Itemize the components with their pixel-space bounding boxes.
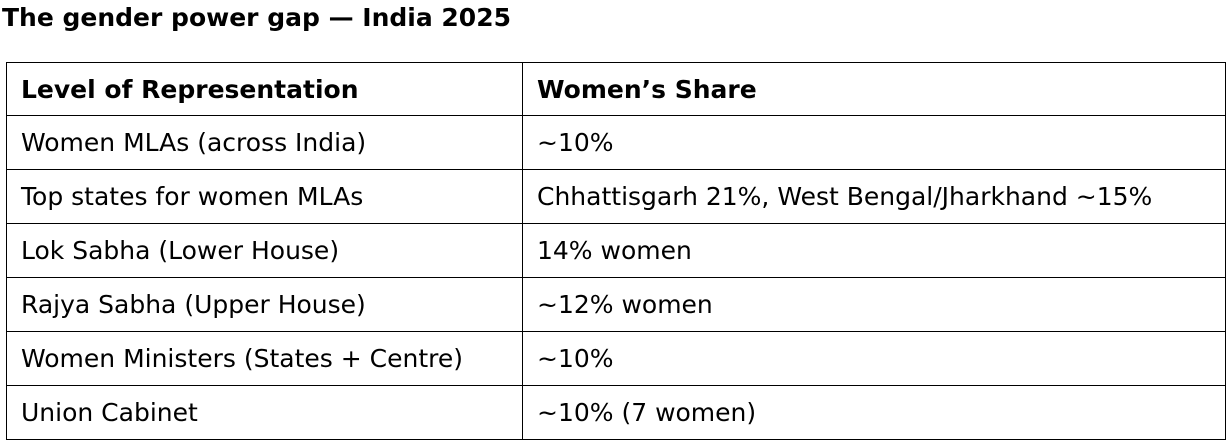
table-row: Union Cabinet ~10% (7 women) (6, 385, 1226, 440)
table-cell: ~10% (522, 115, 1226, 170)
table-cell: Lok Sabha (Lower House) (6, 223, 523, 278)
table-cell: Women Ministers (States + Centre) (6, 331, 523, 386)
table-body: Women MLAs (across India) ~10% Top states … (6, 115, 1226, 440)
table-cell: 14% women (522, 223, 1226, 278)
table-cell: Top states for women MLAs (6, 169, 523, 224)
table-cell: ~12% women (522, 277, 1226, 332)
table-cell: Chhattisgarh 21%, West Bengal/Jharkhand … (522, 169, 1226, 224)
table-row: Top states for women MLAs Chhattisgarh 21… (6, 169, 1226, 224)
table-cell: Union Cabinet (6, 385, 523, 440)
table-row: Rajya Sabha (Upper House) ~12% women (6, 277, 1226, 332)
header-row: Level of Representation Women’s Share (6, 62, 1226, 116)
table-cell: ~10% (7 women) (522, 385, 1226, 440)
table-cell: ~10% (522, 331, 1226, 386)
table-head: Level of Representation Women’s Share (6, 62, 1226, 116)
title: The gender power gap — India 2025 (2, 3, 511, 32)
table: Level of Representation Women’s Share Wom… (6, 62, 1226, 440)
table-cell: Women MLAs (across India) (6, 115, 523, 170)
table-cell: Rajya Sabha (Upper House) (6, 277, 523, 332)
table-row: Women Ministers (States + Centre) ~10% (6, 331, 1226, 386)
table-row: Lok Sabha (Lower House) 14% women (6, 223, 1226, 278)
header-cell: Women’s Share (522, 62, 1226, 116)
table-row: Women MLAs (across India) ~10% (6, 115, 1226, 170)
header-cell: Level of Representation (6, 62, 523, 116)
